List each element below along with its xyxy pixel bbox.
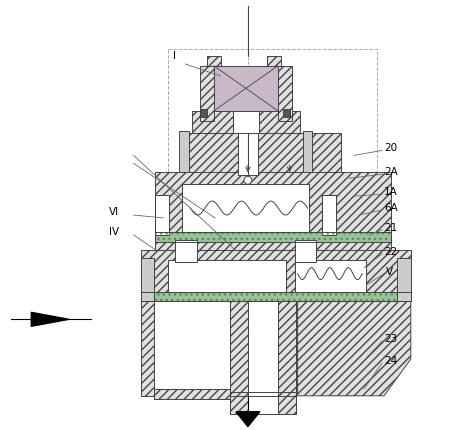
Text: 22: 22 [384, 247, 397, 257]
Bar [140, 292, 411, 301]
Bar [283, 109, 290, 117]
Bar [214, 66, 278, 111]
Bar [156, 172, 391, 250]
Bar [140, 292, 411, 301]
Bar [322, 195, 336, 235]
Text: 1A: 1A [384, 187, 398, 197]
Text: 24: 24 [384, 356, 397, 366]
Bar [233, 111, 259, 132]
Bar [176, 240, 197, 262]
Bar [303, 131, 312, 172]
Polygon shape [31, 312, 69, 326]
Bar [267, 56, 281, 66]
Bar [322, 195, 336, 235]
Bar [156, 232, 391, 242]
Bar [295, 240, 316, 262]
Bar [202, 66, 290, 86]
Text: 23: 23 [384, 334, 397, 344]
Text: 6A: 6A [384, 203, 398, 213]
Bar [278, 66, 292, 120]
Bar [179, 131, 189, 172]
Bar [207, 56, 221, 66]
Bar [156, 195, 170, 235]
Text: VI: VI [109, 207, 119, 217]
Bar [230, 392, 248, 414]
Bar [230, 301, 248, 396]
Bar [278, 392, 296, 414]
Bar [295, 260, 366, 292]
Bar [140, 250, 411, 301]
Bar [140, 258, 154, 301]
Bar [156, 232, 391, 242]
Text: IV: IV [109, 227, 119, 237]
Bar [154, 389, 230, 399]
Text: I: I [173, 51, 176, 61]
Bar [322, 195, 336, 235]
Bar [192, 111, 299, 132]
Bar [140, 292, 411, 301]
Text: V: V [386, 267, 393, 276]
Circle shape [244, 176, 252, 184]
Text: 21: 21 [384, 223, 397, 233]
Text: 20: 20 [384, 144, 397, 154]
Bar [156, 195, 170, 235]
Bar [154, 389, 230, 399]
Bar [200, 66, 214, 120]
Bar [182, 184, 310, 234]
Polygon shape [236, 412, 260, 427]
Bar [278, 301, 296, 396]
Bar [169, 260, 286, 292]
Bar [182, 132, 341, 172]
Bar [156, 232, 391, 242]
Bar [169, 49, 377, 213]
Text: 2A: 2A [384, 167, 398, 177]
Bar [140, 301, 240, 396]
Bar [154, 301, 284, 396]
Bar [230, 301, 296, 396]
Bar [200, 109, 207, 117]
Bar [230, 392, 296, 414]
Bar [238, 126, 258, 175]
Bar [397, 258, 411, 301]
Polygon shape [298, 301, 411, 396]
Bar [156, 195, 170, 235]
